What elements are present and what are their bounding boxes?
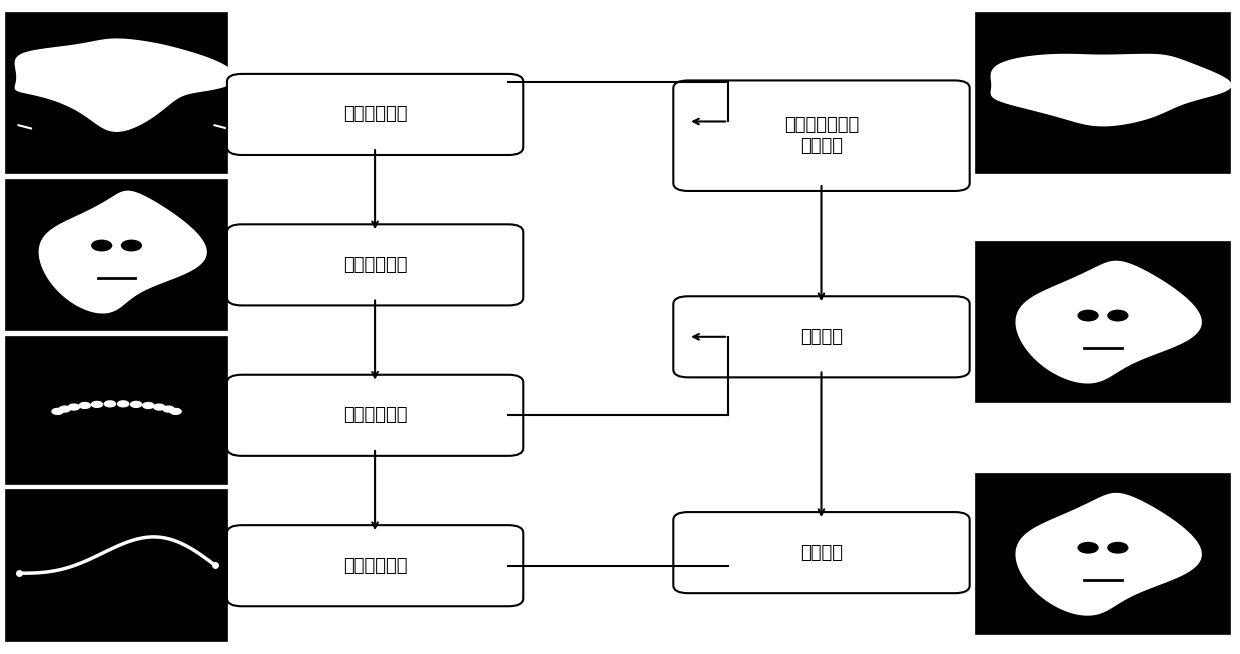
FancyBboxPatch shape (673, 512, 970, 593)
Bar (976, 13, 1230, 173)
Bar (6, 490, 227, 641)
Polygon shape (40, 191, 206, 313)
Circle shape (154, 404, 165, 410)
Bar (976, 242, 1230, 402)
Circle shape (60, 406, 71, 412)
Text: 结果图像: 结果图像 (800, 543, 843, 562)
FancyBboxPatch shape (227, 224, 523, 305)
Circle shape (68, 404, 79, 410)
Text: 原始投影数据: 原始投影数据 (342, 105, 408, 124)
Text: 分割金属图像: 分割金属图像 (342, 406, 408, 424)
FancyBboxPatch shape (673, 80, 970, 191)
Circle shape (92, 402, 103, 407)
FancyBboxPatch shape (227, 525, 523, 606)
Bar (6, 13, 227, 173)
Text: 重建图像: 重建图像 (800, 328, 843, 346)
Text: 重建原始图像: 重建原始图像 (342, 256, 408, 274)
Circle shape (130, 402, 141, 407)
Circle shape (1079, 543, 1099, 553)
Polygon shape (991, 54, 1231, 126)
FancyBboxPatch shape (227, 74, 523, 155)
Circle shape (162, 406, 174, 412)
Bar (976, 474, 1230, 634)
Circle shape (1109, 543, 1128, 553)
Circle shape (104, 401, 115, 407)
Circle shape (92, 240, 112, 250)
Circle shape (170, 409, 181, 415)
Circle shape (52, 409, 63, 415)
Circle shape (1109, 310, 1128, 321)
Circle shape (1079, 310, 1099, 321)
Polygon shape (1016, 494, 1202, 615)
Circle shape (122, 240, 141, 250)
Circle shape (79, 403, 91, 409)
Circle shape (143, 403, 154, 409)
Polygon shape (15, 39, 236, 131)
Polygon shape (1016, 262, 1202, 383)
Circle shape (118, 401, 129, 407)
Bar (6, 180, 227, 330)
Bar (6, 337, 227, 484)
Text: 插值修复后的投
影正弦图: 插值修复后的投 影正弦图 (784, 116, 859, 155)
FancyBboxPatch shape (673, 296, 970, 377)
FancyBboxPatch shape (227, 375, 523, 456)
Text: 投影金属掩膜: 投影金属掩膜 (342, 557, 408, 575)
